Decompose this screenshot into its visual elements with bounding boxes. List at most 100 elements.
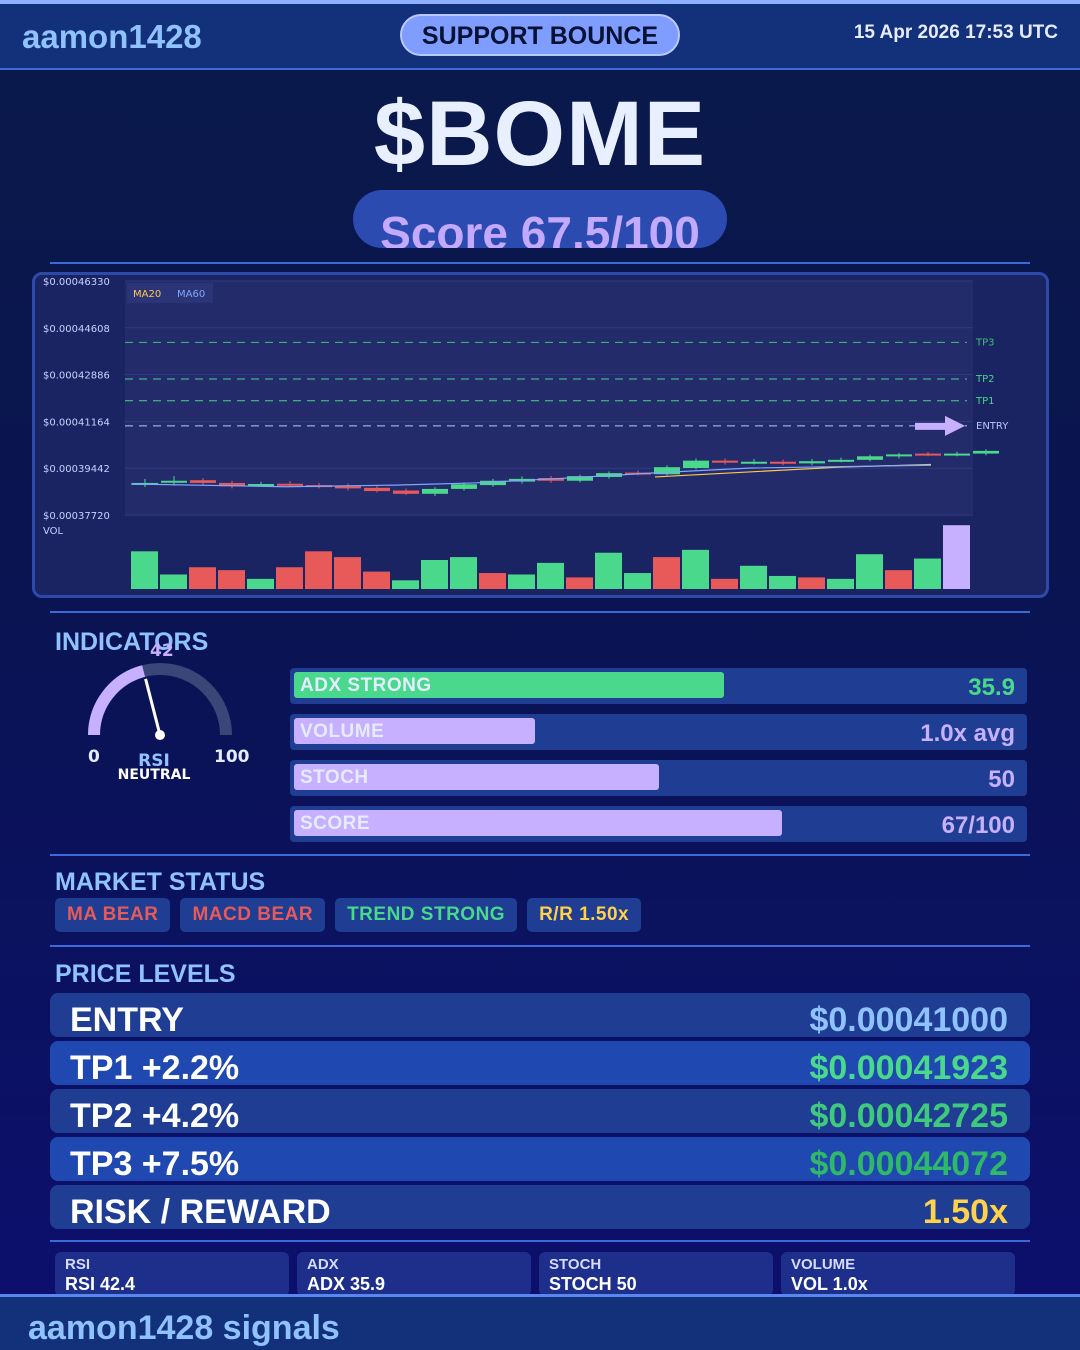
candle-body [393, 490, 419, 494]
volume-bar [334, 557, 361, 589]
price-level-value: $0.00042725 [809, 1097, 1008, 1135]
level-label-tp1: TP1 [975, 396, 995, 407]
candle-body [712, 460, 738, 463]
volume-bar [595, 552, 622, 589]
price-level-label: TP1 +2.2% [70, 1049, 240, 1087]
level-label-tp2: TP2 [975, 374, 995, 385]
rsi-gauge: 42 0 100 RSI NEUTRAL [80, 640, 250, 790]
volume-bar [218, 570, 245, 589]
candle-body [451, 484, 477, 489]
volume-bar [914, 558, 941, 589]
volume-bar [856, 554, 883, 589]
volume-bar [653, 557, 680, 589]
timestamp: 15 Apr 2026 17:53 UTC [853, 22, 1058, 43]
price-level-value: $0.00041923 [809, 1049, 1008, 1087]
rsi-min-label: 0 [88, 747, 100, 767]
volume-bar [711, 578, 738, 589]
volume-bar [827, 578, 854, 589]
indicator-bar-label: ADX STRONG [300, 675, 432, 696]
volume-bar [247, 578, 274, 589]
y-tick-label: $0.00046330 [43, 277, 110, 288]
volume-bar [508, 574, 535, 589]
candle-body [828, 459, 854, 462]
candle-body [915, 453, 941, 456]
indicator-bar-volume: VOLUME 1.0x avg [290, 714, 1027, 750]
footer-bar: aamon1428 signals [0, 1294, 1080, 1350]
rsi-name-label: RSI [138, 751, 170, 771]
gauge-hub [155, 730, 165, 740]
top-accent-line [0, 0, 1080, 4]
candle-body [248, 484, 274, 487]
price-level-row: RISK / REWARD 1.50x [50, 1185, 1030, 1231]
candle-body [973, 450, 999, 454]
ticker-symbol: $BOME [373, 83, 707, 185]
price-level-value: 1.50x [922, 1193, 1008, 1231]
candle-body [799, 461, 825, 464]
stat-card-value: STOCH 50 [549, 1274, 637, 1294]
indicator-bar-fill [294, 672, 725, 698]
volume-bar [769, 575, 796, 589]
gauge-fill [88, 665, 146, 736]
volume-bar [131, 551, 158, 589]
price-level-row: TP1 +2.2% $0.00041923 [50, 1041, 1030, 1087]
entry-arrow-shaft [915, 422, 945, 430]
indicator-bar-score: SCORE 67/100 [290, 806, 1027, 842]
rsi-max-label: 100 [214, 747, 250, 767]
status-badge: MA BEAR [55, 898, 171, 932]
volume-bar [421, 560, 448, 589]
level-label-tp3: TP3 [975, 337, 995, 348]
indicators-title: INDICATORS [55, 628, 209, 656]
volume-bar [160, 574, 187, 589]
level-label-entry: ENTRY [976, 421, 1009, 432]
candle-body [857, 456, 883, 460]
indicator-bar-value: 35.9 [968, 674, 1015, 701]
candle-body [741, 461, 767, 464]
status-badge: MACD BEAR [180, 898, 326, 932]
price-level-label: TP3 +7.5% [70, 1145, 240, 1183]
stat-card-key: ADX [307, 1256, 339, 1273]
divider [50, 262, 1030, 264]
stat-card-key: RSI [65, 1256, 91, 1273]
stat-card-stoch: STOCH STOCH 50 [539, 1252, 773, 1296]
candle-body [654, 467, 680, 475]
candle-body [190, 480, 216, 483]
gauge-needle [144, 678, 162, 736]
stat-card-rsi: RSI RSI 42.4 [55, 1252, 289, 1296]
volume-bar [566, 577, 593, 589]
score-badge: Score 67.5/100 [353, 190, 727, 248]
y-tick-label: $0.00042886 [43, 371, 110, 382]
volume-bar [798, 577, 825, 589]
price-level-row: TP2 +4.2% $0.00042725 [50, 1089, 1030, 1135]
price-level-value: $0.00044072 [809, 1145, 1008, 1183]
price-level-label: RISK / REWARD [70, 1193, 331, 1231]
market-status-title: MARKET STATUS [55, 868, 266, 896]
stat-card-value: VOL 1.0x [791, 1274, 868, 1294]
volume-label: VOL [43, 526, 64, 537]
price-chart-svg: $0.00046330 $0.00044608 $0.00042886 $0.0004… [43, 277, 1009, 589]
volume-bar [479, 573, 506, 589]
price-chart: $0.00046330 $0.00044608 $0.00042886 $0.0004… [32, 272, 1049, 598]
stat-card-value: ADX 35.9 [307, 1274, 386, 1294]
candle-body [770, 461, 796, 464]
stat-card-adx: ADX ADX 35.9 [297, 1252, 531, 1296]
gauge-track [88, 663, 232, 736]
volume-bar [305, 551, 332, 589]
price-level-row: ENTRY $0.00041000 [50, 993, 1030, 1039]
volume-bar [885, 570, 912, 589]
volume-bar [682, 549, 709, 589]
indicator-bar-label: SCORE [300, 813, 371, 834]
divider [50, 945, 1030, 947]
rsi-value-label: 42 [150, 641, 174, 661]
stat-card-key: STOCH [549, 1256, 602, 1273]
y-tick-label: $0.00041164 [43, 417, 110, 428]
price-level-value: $0.00041000 [809, 1001, 1008, 1039]
indicator-bar-label: STOCH [300, 767, 369, 788]
indicator-bar-adx: ADX STRONG 35.9 [290, 668, 1027, 704]
volume-bar [450, 557, 477, 589]
y-tick-label: $0.00039442 [43, 464, 110, 475]
rsi-state-label: NEUTRAL [118, 767, 191, 783]
indicator-bar-fill [294, 764, 659, 790]
candle-body [944, 453, 970, 456]
y-tick-label: $0.00037720 [43, 511, 110, 522]
legend-ma20: MA20 [133, 289, 161, 300]
